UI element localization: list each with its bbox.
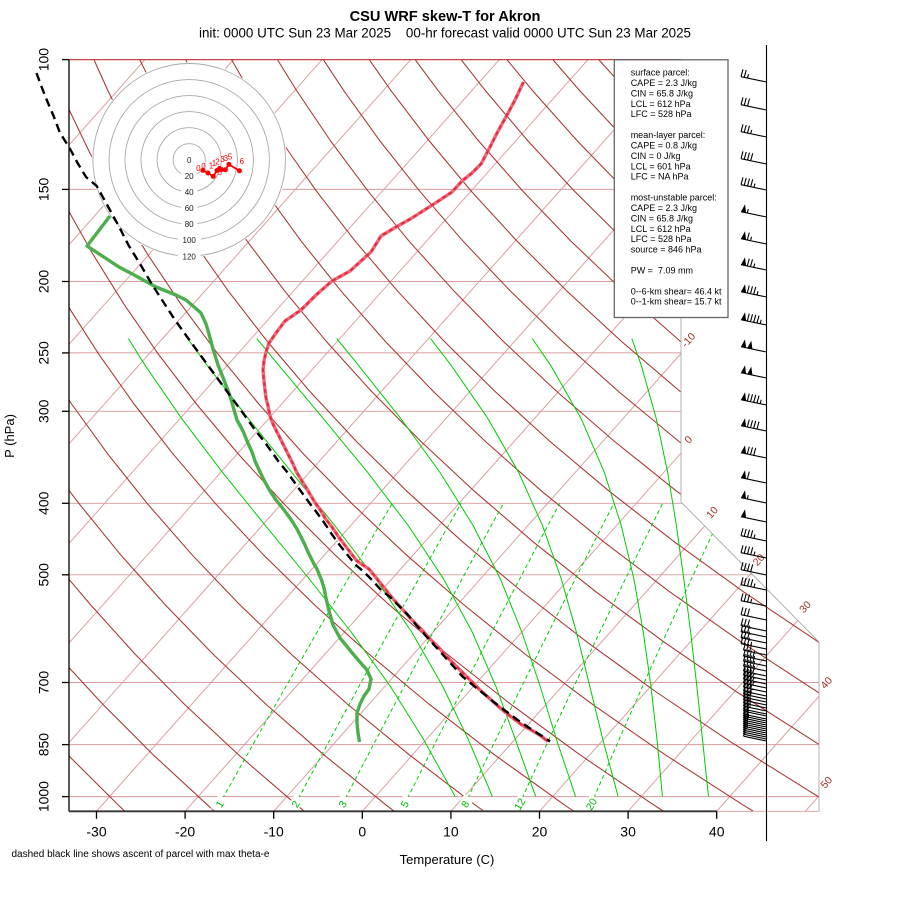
svg-text:dashed black line shows ascent: dashed black line shows ascent of parcel… <box>12 849 270 860</box>
svg-text:LCL = 612 hPa: LCL = 612 hPa <box>631 99 691 109</box>
svg-text:LFC = 528 hPa: LFC = 528 hPa <box>631 234 692 244</box>
svg-text:5: 5 <box>399 799 412 810</box>
svg-text:20: 20 <box>185 172 194 181</box>
svg-text:1: 1 <box>214 799 227 810</box>
svg-text:3: 3 <box>337 799 350 810</box>
svg-text:CIN = 65.8 J/kg: CIN = 65.8 J/kg <box>631 88 693 98</box>
svg-text:3: 3 <box>224 154 229 163</box>
svg-text:20: 20 <box>584 796 600 812</box>
svg-text:CAPE = 2.3 J/kg: CAPE = 2.3 J/kg <box>631 203 697 213</box>
svg-text:CIN = 0 J/kg: CIN = 0 J/kg <box>631 151 681 161</box>
svg-text:-20: -20 <box>175 824 195 840</box>
svg-text:1000: 1000 <box>36 781 52 812</box>
svg-text:850: 850 <box>36 733 52 757</box>
svg-text:12: 12 <box>512 796 528 812</box>
svg-text:init: 0000 UTC Sun 23 Mar 2025: init: 0000 UTC Sun 23 Mar 2025 00-hr for… <box>199 26 691 41</box>
svg-text:2: 2 <box>289 799 302 810</box>
svg-text:1: 1 <box>212 159 217 168</box>
svg-text:0: 0 <box>187 156 192 165</box>
svg-text:LFC = 528 hPa: LFC = 528 hPa <box>631 109 692 119</box>
svg-text:5: 5 <box>228 153 233 162</box>
svg-text:10: 10 <box>443 824 459 840</box>
svg-text:CSU WRF skew-T for Akron: CSU WRF skew-T for Akron <box>350 9 541 25</box>
svg-text:5: 5 <box>217 168 222 177</box>
svg-text:0: 0 <box>358 824 366 840</box>
svg-text:0--1-km shear= 15.7 kt: 0--1-km shear= 15.7 kt <box>631 297 722 307</box>
svg-text:CAPE = 2.3 J/kg: CAPE = 2.3 J/kg <box>631 78 697 88</box>
svg-text:500: 500 <box>36 563 52 587</box>
svg-text:mean-layer parcel:: mean-layer parcel: <box>631 130 706 140</box>
svg-text:150: 150 <box>36 178 52 202</box>
svg-text:100: 100 <box>36 48 52 72</box>
svg-text:2: 2 <box>215 158 220 167</box>
svg-text:CAPE = 0.8 J/kg: CAPE = 0.8 J/kg <box>631 140 697 150</box>
svg-text:0--6-km shear= 46.4 kt: 0--6-km shear= 46.4 kt <box>631 286 722 296</box>
svg-text:Temperature (C): Temperature (C) <box>400 852 495 867</box>
svg-text:40: 40 <box>709 824 725 840</box>
svg-text:0: 0 <box>196 164 201 173</box>
svg-text:most-unstable parcel:: most-unstable parcel: <box>631 193 717 203</box>
svg-text:30: 30 <box>620 824 636 840</box>
svg-text:100: 100 <box>183 236 197 245</box>
svg-text:1: 1 <box>209 162 214 171</box>
svg-text:-30: -30 <box>86 824 106 840</box>
svg-text:LCL = 612 hPa: LCL = 612 hPa <box>631 224 691 234</box>
svg-text:400: 400 <box>36 491 52 515</box>
svg-text:20: 20 <box>532 824 548 840</box>
svg-text:PW = 7.09 mm: PW = 7.09 mm <box>631 266 693 276</box>
svg-text:surface parcel:: surface parcel: <box>631 68 690 78</box>
svg-text:CIN = 65.8 J/kg: CIN = 65.8 J/kg <box>631 213 693 223</box>
svg-text:3: 3 <box>220 155 225 164</box>
svg-text:-10: -10 <box>264 824 284 840</box>
svg-text:6: 6 <box>240 157 245 166</box>
svg-text:40: 40 <box>185 188 194 197</box>
svg-text:8: 8 <box>459 799 472 810</box>
svg-text:250: 250 <box>36 341 52 365</box>
svg-text:0: 0 <box>201 162 206 171</box>
svg-text:700: 700 <box>36 671 52 695</box>
svg-text:source = 846 hPa: source = 846 hPa <box>631 245 702 255</box>
svg-text:LFC = NA hPa: LFC = NA hPa <box>631 172 689 182</box>
svg-text:300: 300 <box>36 399 52 423</box>
svg-text:P (hPa): P (hPa) <box>2 414 17 458</box>
svg-text:LCL = 601 hPa: LCL = 601 hPa <box>631 161 691 171</box>
svg-text:120: 120 <box>183 252 197 261</box>
svg-text:80: 80 <box>185 220 194 229</box>
svg-text:200: 200 <box>36 270 52 294</box>
svg-text:60: 60 <box>185 204 194 213</box>
